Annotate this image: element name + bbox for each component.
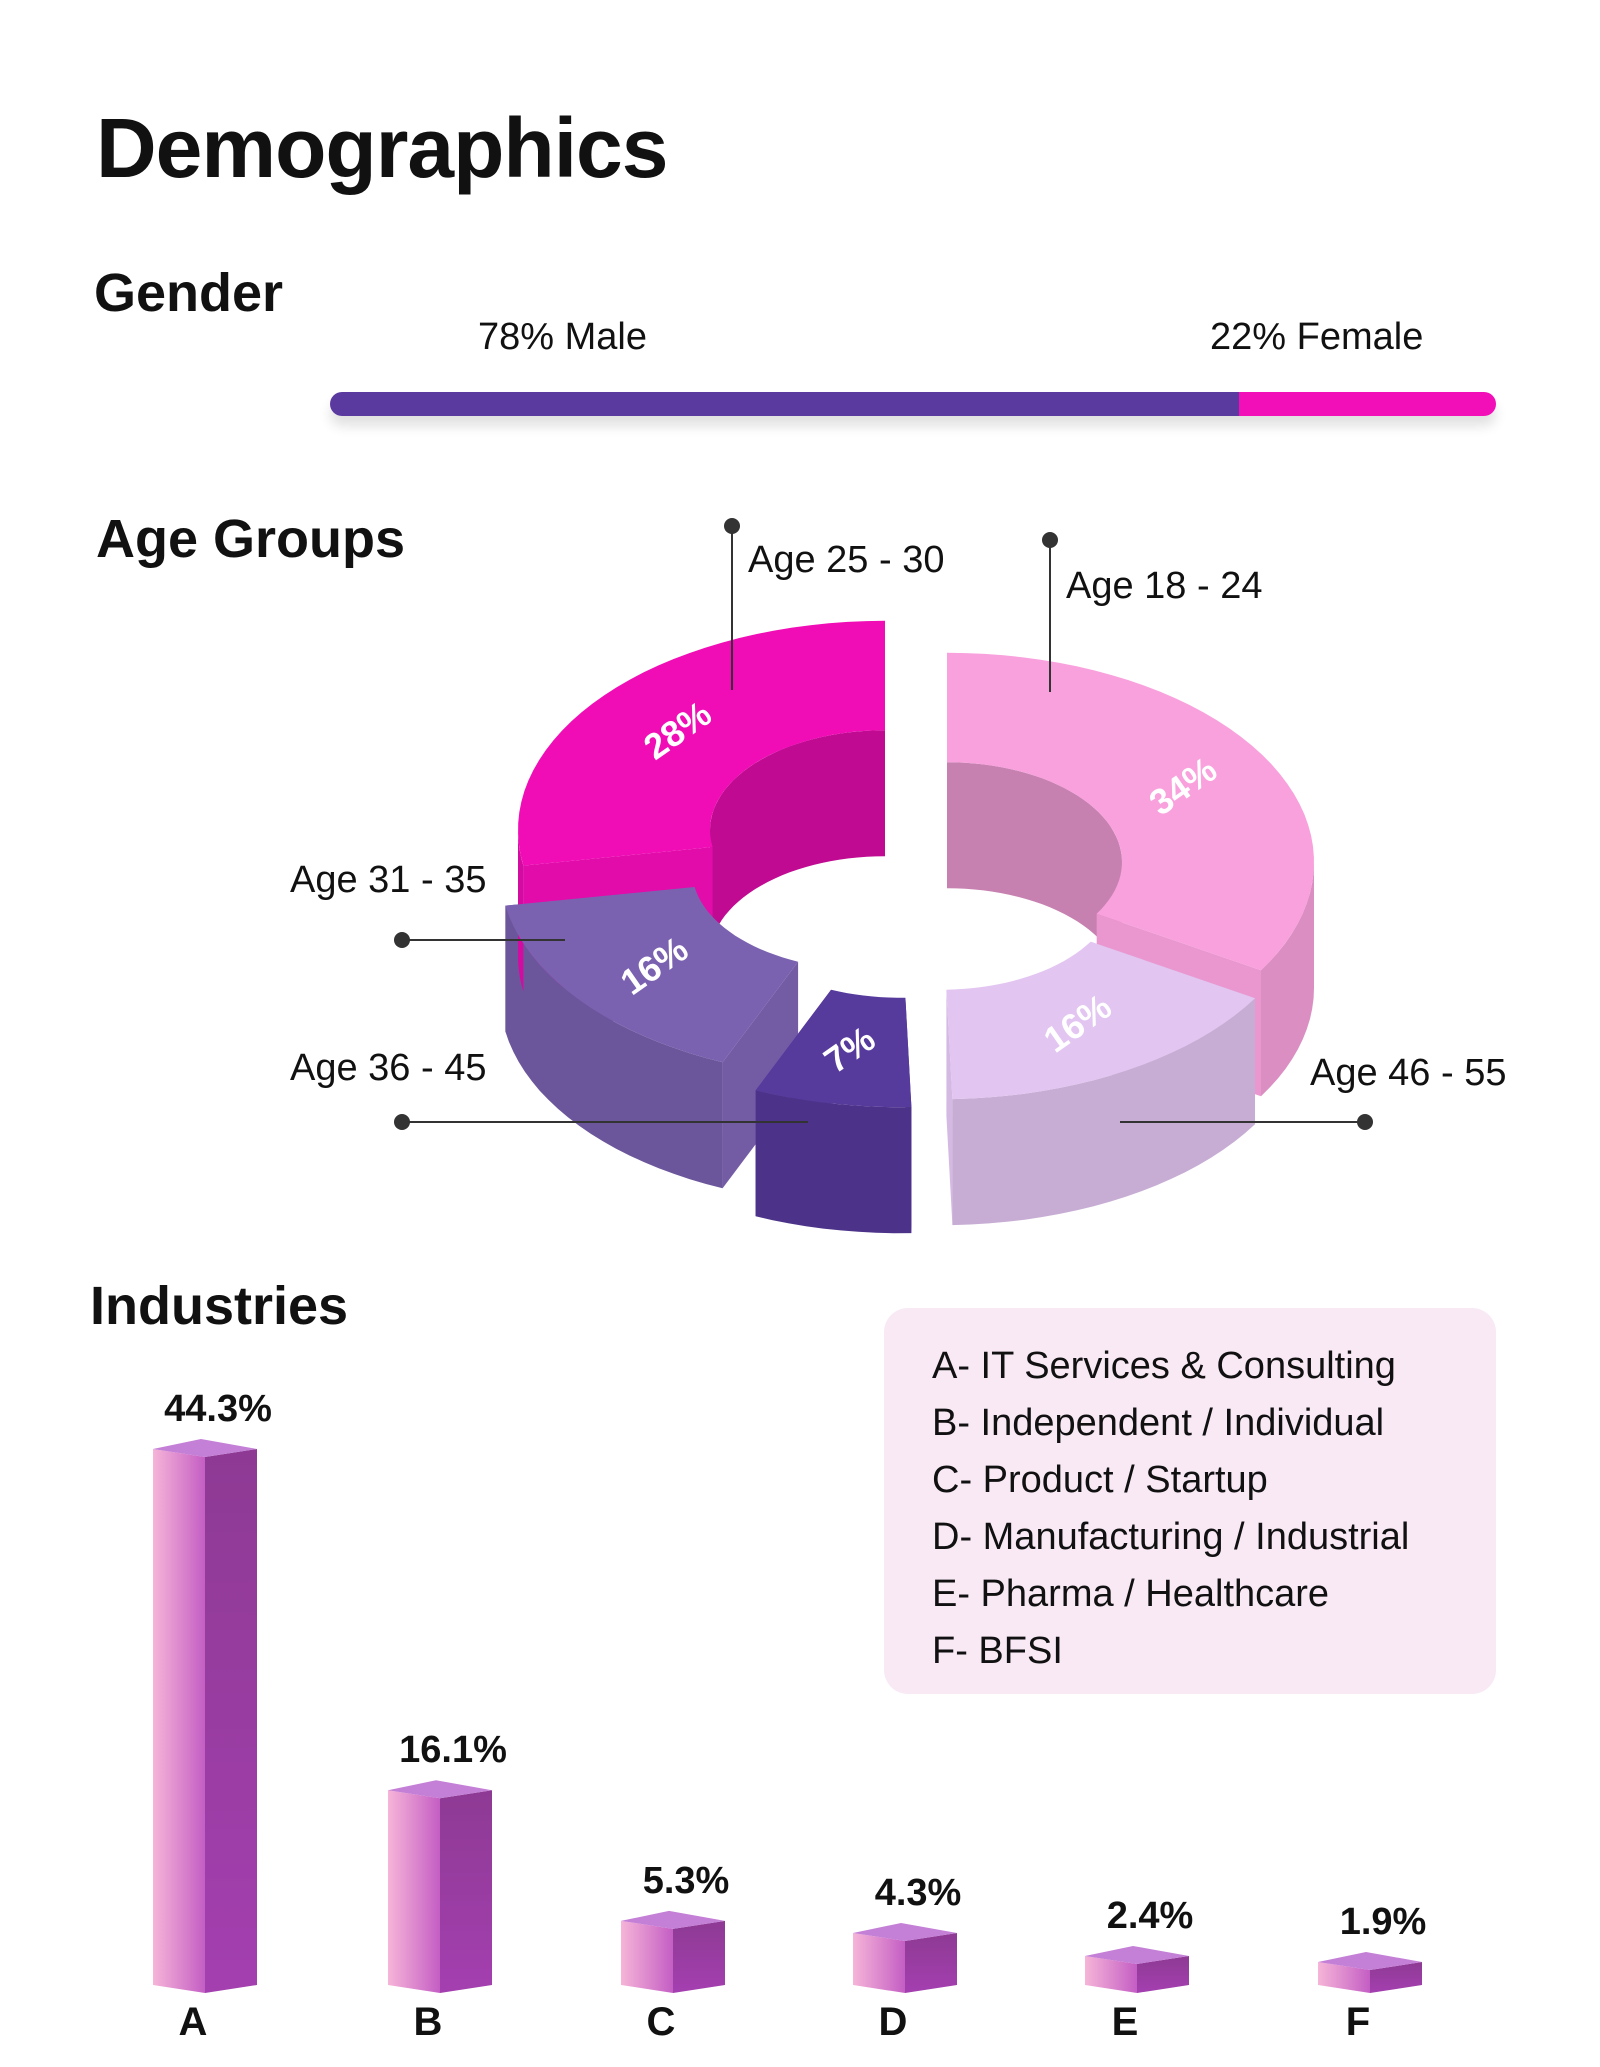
bar-C xyxy=(621,1910,725,1993)
donut-top-faces xyxy=(505,620,1314,1108)
callout-dot-1 xyxy=(1357,1114,1373,1130)
bar-category-label-5: F xyxy=(1346,2000,1370,2044)
bar-top-face-3 xyxy=(853,1922,957,1941)
callout-dot-3 xyxy=(394,932,410,948)
callout-dot-2 xyxy=(394,1114,410,1130)
bar-value-label-3: 4.3% xyxy=(875,1872,962,1914)
female-share-label: 22% Female xyxy=(1210,316,1424,358)
age-category-label-3: Age 31 - 35 xyxy=(290,859,486,901)
bar-value-label-2: 5.3% xyxy=(643,1860,730,1902)
bar-top-face-1 xyxy=(388,1780,492,1799)
legend-item-a: A- IT Services & Consulting xyxy=(932,1345,1396,1387)
donut-slice-4 xyxy=(518,620,885,866)
gender-split-bar xyxy=(330,392,1496,416)
bar-top-face-4 xyxy=(1085,1945,1189,1964)
bar-category-label-3: D xyxy=(879,2000,908,2044)
callout-dot-0 xyxy=(1042,532,1058,548)
bar-side-face-2 xyxy=(673,1920,725,1993)
page-title: Demographics xyxy=(96,101,668,195)
donut-side-face-1 xyxy=(946,989,953,1226)
bar-front-face-5 xyxy=(1318,1962,1370,1993)
bar-category-label-1: B xyxy=(414,2000,443,2044)
female-segment xyxy=(1239,392,1496,416)
bar-side-face-5 xyxy=(1370,1962,1422,1993)
bar-category-label-0: A xyxy=(179,2000,208,2044)
gender-section-title: Gender xyxy=(94,263,284,323)
male-share-label: 78% Male xyxy=(478,316,647,358)
donut-side-face-3 xyxy=(505,905,723,1189)
bar-side-face-1 xyxy=(440,1790,492,1993)
bar-top-face-2 xyxy=(621,1910,725,1929)
bar-value-label-4: 2.4% xyxy=(1107,1895,1194,1937)
donut-slice-2 xyxy=(755,989,912,1108)
legend-item-c: C- Product / Startup xyxy=(932,1459,1268,1501)
bar-front-face-4 xyxy=(1085,1955,1137,1993)
bar-front-face-2 xyxy=(621,1920,673,1993)
donut-side-face-2 xyxy=(755,1090,912,1234)
bar-top-face-0 xyxy=(153,1439,257,1457)
bar-category-label-2: C xyxy=(647,2000,676,2044)
bar-front-face-0 xyxy=(153,1449,205,1993)
bar-value-label-5: 1.9% xyxy=(1340,1901,1427,1943)
bar-value-label-1: 16.1% xyxy=(399,1729,507,1771)
industries-legend: A- IT Services & Consulting B- Independe… xyxy=(884,1308,1496,1694)
industries-section-title: Industries xyxy=(90,1276,349,1336)
donut-side-face-1 xyxy=(952,998,1255,1226)
bar-top-face-5 xyxy=(1318,1952,1422,1971)
donut-side-face-0 xyxy=(947,762,1122,988)
bar-D xyxy=(853,1922,957,1993)
bar-category-label-4: E xyxy=(1112,2000,1139,2044)
bar-E xyxy=(1085,1945,1189,1993)
bar-side-face-4 xyxy=(1137,1955,1189,1993)
donut-slice-3 xyxy=(505,887,799,1063)
age-groups-section-title: Age Groups xyxy=(96,509,406,569)
age-category-label-1: Age 46 - 55 xyxy=(1310,1052,1506,1094)
callout-dot-4 xyxy=(724,518,740,534)
bar-value-label-0: 44.3% xyxy=(164,1388,272,1430)
legend-item-d: D- Manufacturing / Industrial xyxy=(932,1516,1410,1558)
donut-side-face-3 xyxy=(722,961,799,1189)
bar-A xyxy=(153,1439,257,1993)
age-category-label-0: Age 18 - 24 xyxy=(1066,565,1262,607)
donut-slice-1 xyxy=(946,941,1255,1100)
bar-front-face-3 xyxy=(853,1932,905,1993)
bar-side-face-3 xyxy=(905,1932,957,1993)
legend-item-e: E- Pharma / Healthcare xyxy=(932,1573,1330,1615)
legend-item-f: F- BFSI xyxy=(932,1630,1063,1672)
bar-front-face-1 xyxy=(388,1790,440,1993)
legend-item-b: B- Independent / Individual xyxy=(932,1402,1385,1444)
donut-slice-0 xyxy=(947,652,1314,971)
donut-side-face-4 xyxy=(710,730,885,956)
age-category-label-4: Age 25 - 30 xyxy=(748,539,944,581)
donut-side-face-0 xyxy=(1261,862,1314,1097)
male-segment xyxy=(330,392,1240,416)
bar-side-face-0 xyxy=(205,1449,257,1993)
bar-B xyxy=(388,1780,492,1993)
age-category-label-2: Age 36 - 45 xyxy=(290,1047,486,1089)
bar-F xyxy=(1318,1952,1422,1993)
